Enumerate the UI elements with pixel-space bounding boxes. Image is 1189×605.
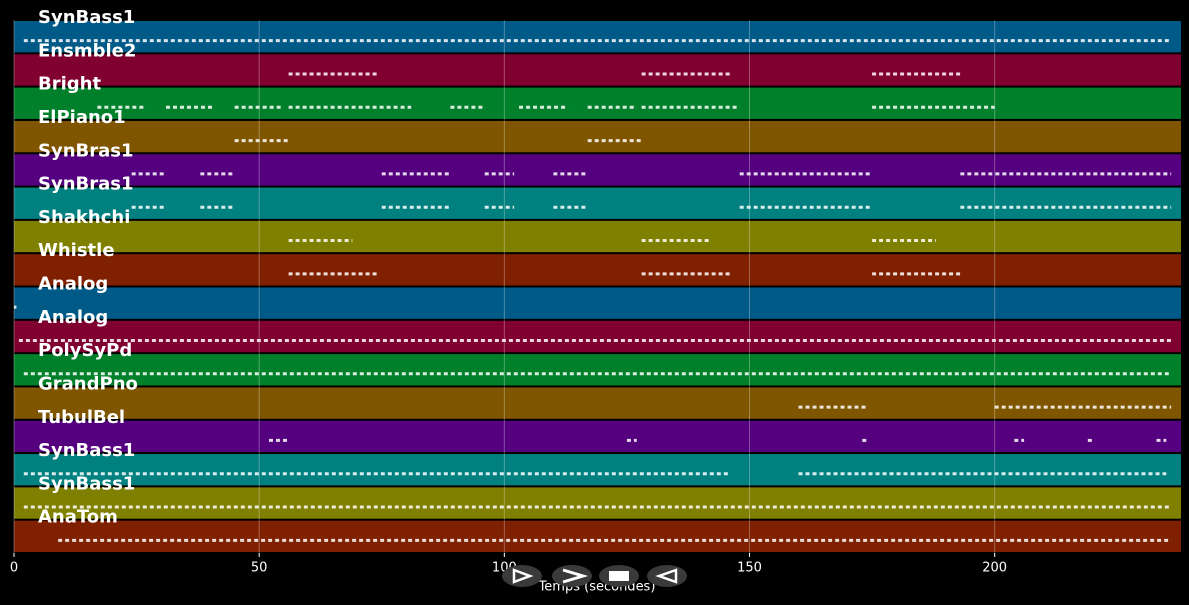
grid <box>13 20 996 557</box>
track-band <box>14 87 1181 119</box>
track-label: SynBass1 <box>38 440 135 461</box>
track-label: Analog <box>38 307 108 328</box>
play-button[interactable] <box>502 565 542 587</box>
track-band <box>14 21 1181 53</box>
track-band <box>14 454 1181 486</box>
track-band <box>14 420 1181 453</box>
back-button[interactable] <box>647 565 687 587</box>
track-label: PolySyPd <box>38 340 132 361</box>
playback-controls <box>502 565 687 587</box>
track-label: ElPiano1 <box>38 107 126 128</box>
forward-button[interactable] <box>552 565 592 587</box>
x-tick-label: 200 <box>982 561 1007 576</box>
track-label: SynBras1 <box>38 140 134 161</box>
labels: SynBass1 Ensmble2 Bright ElPiano1 SynBras1 Sy… <box>10 7 1007 576</box>
track-label: Ensmble2 <box>38 40 136 61</box>
stop-button[interactable] <box>599 565 639 587</box>
track-band <box>14 487 1181 519</box>
track-label: SynBass1 <box>38 473 135 494</box>
track-band <box>14 254 1181 286</box>
x-tick-label: 150 <box>737 561 762 576</box>
track-band <box>14 220 1181 253</box>
track-label: Analog <box>38 274 108 295</box>
track-band <box>14 387 1181 419</box>
track-band <box>14 520 1181 552</box>
notes <box>14 39 1172 542</box>
track-band <box>14 154 1181 186</box>
x-tick-label: 50 <box>251 561 268 576</box>
track-label: AnaTom <box>38 507 118 528</box>
track-label: TubulBel <box>38 407 125 428</box>
track-band <box>14 320 1181 353</box>
track-label: Shakhchi <box>38 207 130 228</box>
bands <box>14 21 1181 552</box>
track-label: Bright <box>38 74 101 95</box>
track-label: SynBass1 <box>38 7 135 28</box>
track-band <box>14 354 1181 386</box>
track-band <box>14 187 1181 219</box>
x-tick-label: 0 <box>10 561 18 576</box>
track-band <box>14 287 1181 319</box>
track-label: Whistle <box>38 240 115 261</box>
track-label: GrandPno <box>38 373 138 394</box>
track-band <box>14 120 1181 153</box>
track-label: SynBras1 <box>38 174 134 195</box>
track-band <box>14 54 1181 86</box>
